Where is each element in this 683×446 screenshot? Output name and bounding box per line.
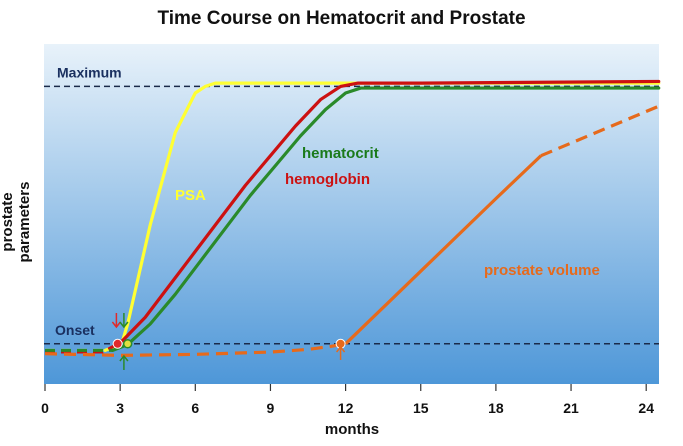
series-line-hemoglobin-baseline [45, 344, 116, 354]
reference-label-onset: Onset [55, 322, 95, 338]
x-tick-label-9: 9 [267, 400, 275, 416]
onset-arrow-hematocrit-head [119, 354, 129, 362]
plot-panel [44, 44, 659, 384]
x-tick-label-21: 21 [563, 400, 579, 416]
onset-arrow-prostate-volume-head [336, 345, 346, 353]
onset-arrow-hemoglobin-head [111, 321, 121, 329]
onset-arrow-psa-head [119, 321, 129, 329]
x-tick-label-0: 0 [41, 400, 49, 416]
onset-marker-psa [122, 339, 133, 349]
reference-label-maximum: Maximum [57, 64, 122, 80]
onset-arrow-hemoglobin [111, 313, 121, 329]
x-axis-label: months [325, 421, 379, 438]
onset-arrow-hematocrit [119, 354, 129, 370]
x-tick-label-24: 24 [638, 400, 654, 416]
x-tick-label-15: 15 [413, 400, 429, 416]
annotation-prostate-volume: prostate volume [484, 262, 600, 279]
series-line-hemoglobin [113, 79, 661, 348]
chart-title: Time Course on Hematocrit and Prostate [157, 8, 526, 29]
series-line-prostate-volume-pre [44, 342, 346, 357]
series-line-prostate-volume-post [540, 104, 660, 158]
onset-arrow-prostate-volume [336, 345, 346, 360]
x-tick-label-3: 3 [116, 400, 124, 416]
x-tick-label-6: 6 [191, 400, 199, 416]
annotation-hematocrit: hematocrit [302, 145, 379, 162]
series-line-prostate-volume-mid [344, 154, 543, 345]
series-line-hematocrit [111, 86, 661, 352]
annotation-hemoglobin: hemoglobin [285, 171, 370, 188]
x-tick-label-18: 18 [488, 400, 504, 416]
onset-arrow-psa [119, 313, 129, 329]
annotation-PSA: PSA [175, 187, 206, 204]
x-tick-label-12: 12 [338, 400, 354, 416]
onset-marker-hemoglobin [112, 338, 123, 349]
